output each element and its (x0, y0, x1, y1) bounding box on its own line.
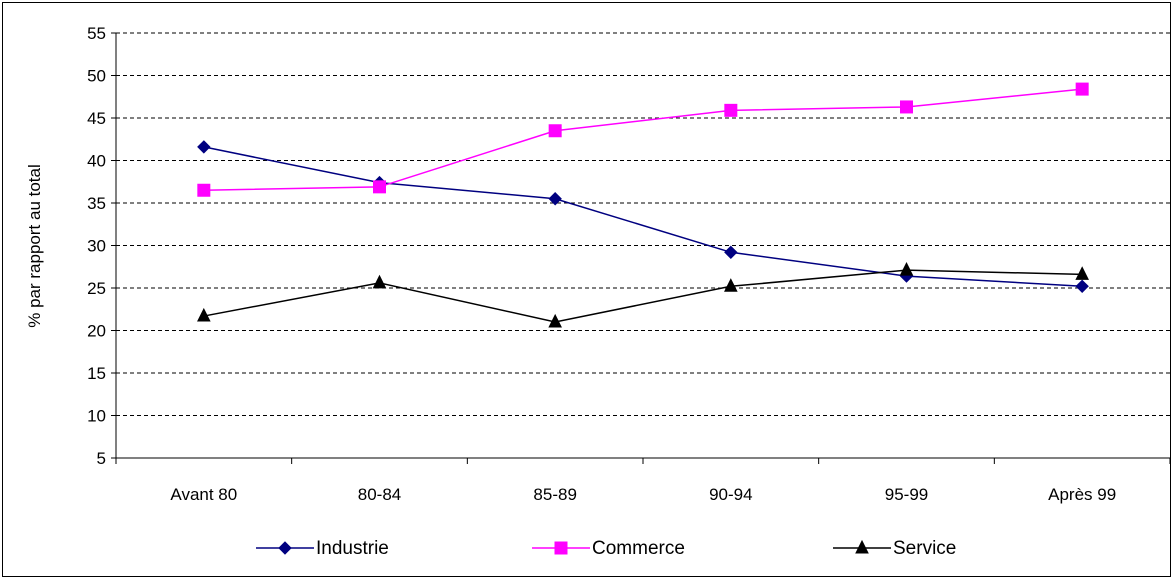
series-industrie (197, 140, 1089, 294)
legend-marker-service (855, 539, 869, 554)
y-tick-label: 40 (87, 152, 106, 171)
series-line-commerce (203, 88, 1083, 191)
data-point-industrie (1075, 279, 1089, 294)
legend-item-service: Service (833, 538, 956, 559)
x-tick-label: 90-94 (709, 485, 752, 504)
data-point-commerce (197, 183, 211, 197)
data-point-commerce (1075, 82, 1089, 96)
x-tick-label: Après 99 (1048, 485, 1116, 504)
data-point-industrie (197, 140, 211, 154)
legend-item-commerce: Commerce (532, 538, 685, 559)
series-line-service (203, 269, 1083, 323)
series-service (197, 262, 1089, 328)
y-tick-label: 5 (97, 449, 106, 468)
series-line-industrie (203, 146, 1083, 288)
legend-label-commerce: Commerce (592, 538, 685, 559)
data-point-service (197, 307, 211, 322)
data-point-service (1075, 266, 1089, 280)
y-tick-label: 30 (87, 237, 106, 256)
data-point-commerce (724, 103, 738, 117)
y-tick-label: 35 (87, 194, 106, 213)
data-point-service (372, 274, 387, 289)
data-point-commerce (900, 100, 913, 114)
y-axis: 5 10 15 20 25 30 35 40 45 50 55 (87, 24, 116, 468)
data-point-service (724, 278, 738, 292)
x-tick-label: 95-99 (885, 485, 928, 504)
data-point-service (548, 313, 562, 328)
data-point-commerce (548, 124, 562, 138)
y-tick-label: 15 (87, 364, 106, 383)
y-tick-label: 45 (87, 109, 106, 128)
x-axis: Avant 80 80-84 85-89 90-94 95-99 Après 99 (115, 458, 1171, 504)
legend-label-industrie: Industrie (316, 538, 389, 559)
grid-lines (116, 32, 1170, 416)
legend-marker-industrie (278, 541, 292, 555)
series-commerce (197, 82, 1089, 197)
x-tick-label: Avant 80 (170, 485, 237, 504)
data-point-commerce (373, 180, 386, 194)
legend-item-industrie: Industrie (256, 538, 389, 559)
legend: Industrie Commerce Service (256, 538, 956, 559)
y-tick-label: 55 (87, 24, 106, 43)
y-tick-label: 20 (87, 322, 106, 341)
y-tick-label: 10 (87, 407, 106, 426)
y-tick-label: 50 (87, 67, 106, 86)
x-tick-label: 85-89 (533, 485, 576, 504)
x-tick-label: 80-84 (358, 485, 401, 504)
data-point-service (899, 262, 914, 276)
data-point-industrie (724, 245, 738, 260)
series-group (197, 82, 1089, 328)
y-axis-label: % par rapport au total (25, 164, 44, 327)
legend-label-service: Service (893, 538, 956, 559)
y-tick-label: 25 (87, 279, 106, 298)
legend-marker-commerce (554, 541, 568, 555)
data-point-industrie (548, 192, 562, 206)
